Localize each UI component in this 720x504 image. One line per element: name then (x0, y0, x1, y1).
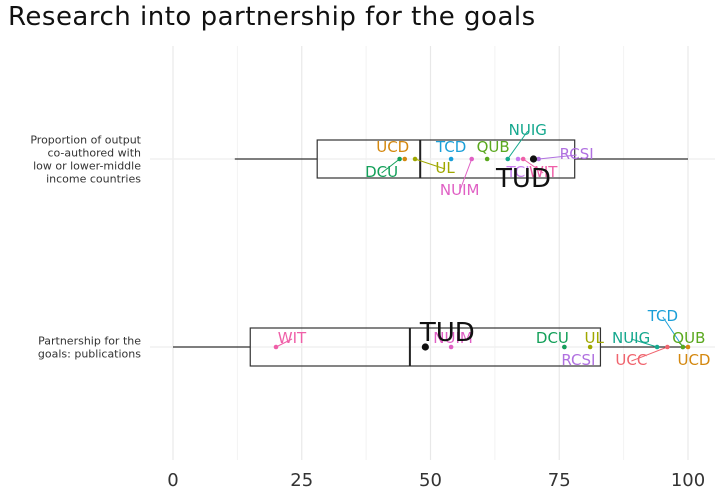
point-label-nuig: NUIG (612, 329, 650, 347)
highlight-point (530, 155, 537, 162)
point-label-nuim: NUIM (440, 181, 480, 199)
category-label-line: co-authored with (47, 147, 141, 160)
point-tci (516, 157, 521, 162)
category-label-line: Partnership for the (38, 335, 141, 348)
x-tick-label: 75 (548, 470, 571, 491)
point-label-dcu: DCU (365, 163, 398, 181)
highlight-label: TUD (495, 164, 551, 194)
x-axis-ticks: 0 25 50 75 100 (167, 470, 705, 491)
point-label-ucc: UCC (615, 351, 647, 369)
point-label-ul: UL (435, 159, 455, 177)
point-label-ucd: UCD (376, 138, 409, 156)
grid-lines (150, 46, 715, 460)
x-tick-label: 0 (167, 470, 178, 491)
point-label-tcd: TCD (647, 307, 678, 325)
point-label-qub: QUB (477, 138, 510, 156)
category-label-line: low or lower-middle (33, 160, 141, 173)
x-tick-label: 25 (290, 470, 313, 491)
point-label-wit: WIT (278, 329, 307, 347)
category-label-line: Proportion of output (30, 134, 141, 147)
point-label-ucd: UCD (677, 351, 710, 369)
category-label-line: goals: publications (38, 348, 141, 361)
point-label-nuig: NUIG (509, 121, 547, 139)
x-tick-label: 100 (671, 470, 705, 491)
point-label-qub: QUB (672, 329, 705, 347)
point-label-rcsi: RCSI (560, 145, 594, 163)
point-label-tcd: TCD (435, 138, 466, 156)
point-label-dcu: DCU (536, 329, 569, 347)
highlight-label: TUD (419, 318, 475, 348)
point-ucd (402, 157, 407, 162)
x-tick-label: 50 (419, 470, 442, 491)
category-label-line: income countries (46, 173, 141, 186)
point-label-rcsi: RCSI (561, 351, 595, 369)
point-label-ul: UL (584, 329, 604, 347)
point-ucd (686, 345, 691, 350)
point-tcd (449, 157, 454, 162)
point-qub (485, 157, 490, 162)
